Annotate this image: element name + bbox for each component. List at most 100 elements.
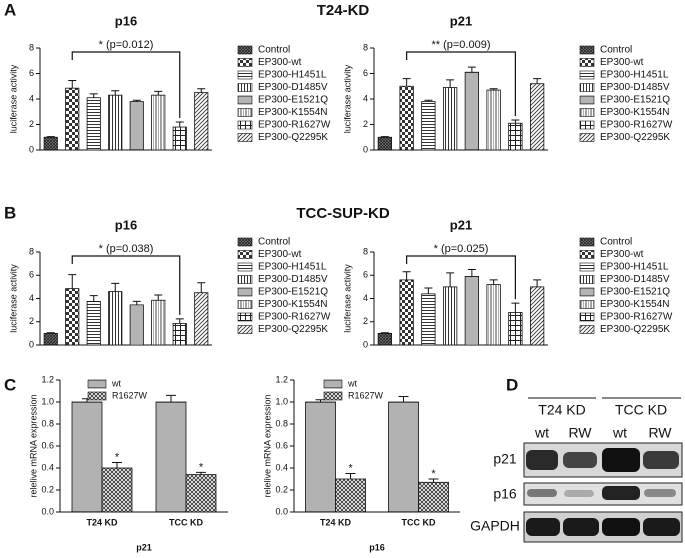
x-tick-label: TCC KD: [169, 517, 203, 527]
bar: [108, 291, 123, 346]
error-bar: [46, 136, 55, 138]
chart-title: p21: [450, 217, 472, 232]
legend-swatch: [237, 133, 253, 142]
legend-swatch: [237, 58, 253, 67]
x-tick-label: T24 KD: [320, 517, 352, 527]
error-bar: [533, 78, 542, 84]
bar: [335, 478, 366, 513]
legend-swatch: [579, 108, 595, 117]
legend-label: EP300-H1451L: [600, 262, 669, 273]
legend-label: Control: [600, 45, 632, 56]
y-tick-label: 1.0: [275, 396, 288, 406]
x-axis-label: p16: [369, 542, 385, 552]
significance-label: * (p=0.012): [99, 39, 154, 51]
y-tick-label: 6: [363, 270, 368, 280]
y-tick-label: 4: [363, 293, 368, 303]
band: [602, 518, 640, 536]
panel-label: A: [4, 0, 16, 19]
y-tick-label: 4: [363, 93, 368, 103]
legend-swatch: [237, 95, 253, 105]
legend-label: EP300-Q2295K: [600, 132, 670, 143]
error-bar: [533, 279, 542, 287]
legend-swatch: [323, 391, 343, 401]
y-tick-label: 1.2: [41, 374, 54, 384]
error-bar: [46, 332, 55, 334]
y-tick-label: 0: [29, 144, 34, 154]
significance-label: ** (p=0.009): [431, 39, 490, 51]
bar: [399, 85, 414, 151]
band: [527, 489, 557, 497]
y-tick-label: 0.0: [41, 506, 54, 516]
band: [526, 450, 558, 470]
row-label: GAPDH: [470, 518, 520, 534]
bar: [129, 101, 144, 151]
x-tick-label: TCC KD: [402, 517, 436, 527]
error-bar: [402, 78, 411, 87]
y-tick-label: 0: [363, 339, 368, 349]
y-tick-label: 6: [29, 68, 34, 78]
legend-swatch: [237, 312, 253, 322]
legend-swatch: [579, 70, 595, 80]
legend-swatch: [87, 391, 107, 401]
y-tick-label: 0.2: [41, 484, 54, 494]
y-tick-label: 1.0: [41, 396, 54, 406]
significance-label: *: [348, 462, 353, 474]
legend-label: Control: [258, 237, 290, 248]
legend-label: EP300-E1521Q: [258, 95, 328, 106]
bar: [377, 332, 393, 346]
error-bar: [196, 471, 206, 475]
legend-label: EP300-H1451L: [258, 70, 327, 81]
band: [602, 486, 640, 500]
error-bar: [467, 268, 476, 277]
legend-label: EP300-wt: [600, 249, 644, 260]
error-bar: [175, 121, 184, 128]
legend-label: R1627W: [112, 390, 148, 400]
legend-swatch: [237, 275, 253, 284]
panel-label: B: [4, 203, 16, 222]
bar: [194, 92, 209, 151]
legend-label: R1627W: [348, 390, 384, 400]
bar: [399, 279, 414, 346]
legend-label: EP300-Q2295K: [258, 324, 328, 335]
legend-swatch: [237, 250, 253, 259]
legend-label: EP300-E1521Q: [600, 95, 670, 106]
bar: [508, 312, 523, 346]
y-tick-label: 4: [29, 93, 34, 103]
error-bar: [446, 272, 455, 287]
error-bar: [380, 332, 389, 334]
error-bar: [132, 300, 141, 305]
bar: [421, 101, 436, 151]
legend-swatch: [579, 275, 595, 284]
error-bar: [402, 271, 411, 280]
legend-label: EP300-wt: [258, 57, 302, 68]
legend-label: EP300-D1485V: [600, 82, 670, 93]
legend-label: EP300-wt: [600, 57, 644, 68]
legend-label: EP300-K1554N: [600, 107, 670, 118]
legend-label: EP300-H1451L: [258, 262, 327, 273]
bar: [486, 284, 501, 346]
y-tick-label: 8: [29, 246, 34, 256]
bar: [43, 136, 58, 151]
bar: [65, 87, 80, 151]
error-bar: [89, 93, 98, 98]
legend-swatch: [579, 95, 595, 105]
error-bar: [154, 294, 163, 301]
error-bar: [112, 462, 122, 468]
y-tick-label: 0.6: [275, 440, 288, 450]
lane-label: RW: [648, 425, 672, 441]
significance-label: *: [199, 461, 204, 473]
bar: [418, 481, 449, 513]
legend-label: wt: [111, 378, 121, 388]
y-tick-label: 0.6: [41, 440, 54, 450]
legend-label: EP300-H1451L: [600, 70, 669, 81]
y-tick-label: 0.2: [275, 484, 288, 494]
western-blot: T24 KD TCC KD wt RW wt RW p21 p16 GAPDH: [470, 397, 683, 543]
row-label: p21: [493, 451, 517, 467]
legend-swatch: [579, 262, 595, 272]
legend-swatch: [237, 70, 253, 80]
y-tick-label: 2: [363, 119, 368, 129]
band: [526, 518, 560, 536]
bar: [155, 401, 187, 513]
bar: [65, 288, 80, 346]
